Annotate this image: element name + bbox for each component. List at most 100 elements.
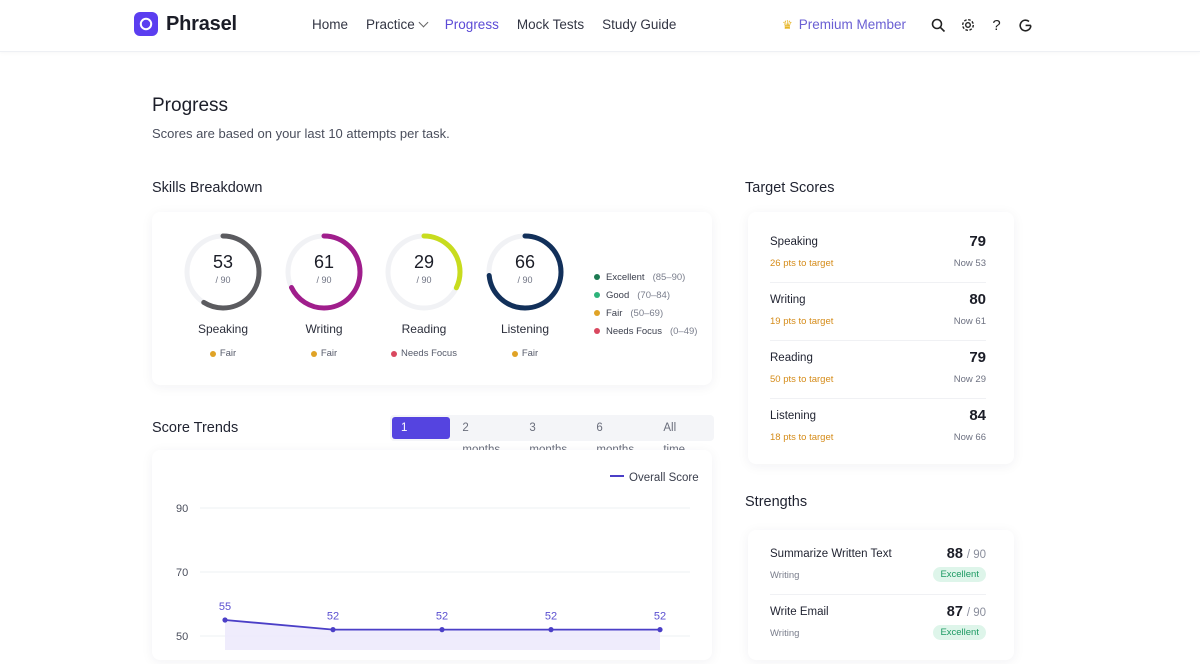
strength-score-max: / 90 — [966, 549, 986, 561]
strength-score-value: 87 — [946, 604, 963, 620]
target-skill-name: Writing — [770, 294, 806, 306]
skill-name: Reading — [401, 322, 447, 336]
time-range-tabs: 1 month 2 months 3 months 6 months All t… — [390, 415, 714, 456]
range-tab-2-months[interactable]: 2 months — [462, 422, 500, 456]
strength-category: Writing — [770, 628, 800, 639]
target-score: 79 — [969, 233, 986, 250]
data-label: 52 — [545, 611, 557, 623]
y-tick-label: 70 — [176, 567, 188, 579]
strength-row: Summarize Written Text Writing 88 / 90 E… — [770, 546, 986, 606]
brand-name: Phrasel — [166, 12, 237, 35]
skill-name: Listening — [500, 322, 550, 336]
skill-score: 29 — [413, 252, 435, 272]
range-tab-6-months[interactable]: 6 months — [596, 422, 634, 456]
divider — [770, 282, 986, 283]
skill-score-max: / 90 — [416, 275, 432, 285]
nav-item-study-guide[interactable]: Study Guide — [602, 17, 676, 32]
legend-dot — [594, 274, 600, 280]
target-skill-name: Listening — [770, 410, 817, 422]
legend-item-fair: Fair (50–69) — [594, 304, 697, 322]
divider — [770, 340, 986, 341]
data-point — [657, 627, 663, 633]
target-score: 80 — [969, 291, 986, 308]
strength-category: Writing — [770, 570, 800, 581]
skill-ring-reading[interactable]: 29 / 90 Reading Needs Focus — [382, 230, 466, 359]
target-scores-title: Target Scores — [745, 180, 835, 196]
excellent-badge: Excellent — [933, 567, 986, 582]
skill-ring-writing[interactable]: 61 / 90 Writing Fair — [282, 230, 366, 359]
search-icon[interactable] — [930, 15, 947, 35]
premium-label: Premium Member — [798, 17, 907, 32]
chevron-down-icon — [418, 17, 429, 28]
nav-item-mock-tests[interactable]: Mock Tests — [517, 17, 584, 32]
top-navigation-bar: Phrasel Home Practice Progress Mock Test… — [0, 0, 1200, 52]
score-trends-card: Overall Score 90 70 50 55 52 52 52 52 — [152, 450, 712, 660]
current-score: Now 53 — [953, 258, 986, 269]
legend-item-needs-focus: Needs Focus (0–49) — [594, 322, 697, 340]
premium-member-link[interactable]: ♛ Premium Member — [782, 17, 906, 32]
skill-score: 53 — [212, 252, 234, 272]
status-dot — [310, 350, 317, 357]
legend-label: Overall Score — [629, 472, 699, 484]
score-legend: Excellent (85–90) Good (70–84) Fair (50–69)… — [594, 268, 697, 340]
progress-ring — [285, 233, 363, 311]
page-title: Progress — [152, 95, 229, 116]
gear-icon[interactable] — [959, 15, 976, 35]
legend-range: (70–84) — [637, 289, 670, 301]
data-label: 52 — [327, 611, 339, 623]
legend-label: Fair — [606, 307, 623, 319]
strengths-title: Strengths — [745, 494, 808, 510]
target-points-remaining: 18 pts to target — [770, 432, 834, 443]
y-tick-label: 90 — [176, 503, 188, 515]
y-tick-label: 50 — [176, 631, 188, 643]
range-tab-3-months[interactable]: 3 months — [529, 422, 567, 456]
nav-item-home[interactable]: Home — [312, 17, 348, 32]
nav-label: Home — [312, 17, 349, 32]
skill-status: Needs Focus — [362, 348, 486, 359]
google-icon[interactable] — [1017, 15, 1034, 35]
skill-score: 66 — [514, 252, 536, 272]
skill-ring-speaking[interactable]: 53 / 90 Speaking Fair — [181, 230, 265, 359]
excellent-badge: Excellent — [933, 625, 986, 640]
strength-score: 87 / 90 — [947, 603, 986, 620]
help-icon[interactable]: ? — [992, 16, 1001, 34]
progress-ring — [486, 233, 564, 311]
skills-breakdown-title: Skills Breakdown — [152, 180, 263, 196]
skill-status-label: Fair — [320, 348, 338, 359]
target-row-reading: Reading 50 pts to target 79 Now 29 — [770, 349, 986, 410]
legend-range: (0–49) — [669, 325, 698, 337]
status-dot — [391, 350, 397, 357]
range-tab-1-month[interactable]: 1 month — [392, 417, 451, 456]
status-dot — [511, 350, 518, 357]
skill-name: Speaking — [197, 322, 249, 336]
skill-status: Fair — [161, 348, 285, 359]
current-score: Now 29 — [953, 374, 986, 385]
target-points-remaining: 50 pts to target — [770, 374, 834, 385]
nav-item-progress[interactable]: Progress — [445, 17, 499, 32]
skill-ring-listening[interactable]: 66 / 90 Listening Fair — [483, 230, 567, 359]
strength-score-max: / 90 — [966, 607, 986, 619]
target-row-writing: Writing 19 pts to target 80 Now 61 — [770, 291, 986, 352]
target-row-listening: Listening 18 pts to target 84 Now 66 — [770, 407, 986, 468]
legend-range: (85–90) — [652, 271, 686, 283]
progress-ring — [184, 233, 262, 311]
target-score: 84 — [969, 407, 986, 424]
data-point — [222, 617, 228, 623]
target-row-speaking: Speaking 26 pts to target 79 Now 53 — [770, 233, 986, 294]
target-score: 79 — [969, 349, 986, 366]
data-point — [548, 627, 554, 633]
skill-status: Fair — [262, 348, 386, 359]
skill-status-label: Fair — [219, 348, 237, 359]
skill-score-max: / 90 — [215, 275, 231, 285]
legend-dot — [594, 310, 600, 316]
nav-item-practice[interactable]: Practice — [366, 17, 429, 32]
legend-dot — [594, 292, 600, 298]
target-scores-card: Speaking 26 pts to target 79 Now 53 Writ… — [748, 212, 1014, 464]
crown-icon: ♛ — [782, 17, 793, 32]
nav-label: Practice — [366, 17, 415, 32]
skill-score-max: / 90 — [316, 275, 332, 285]
skill-score-max: / 90 — [517, 275, 533, 285]
skill-status: Fair — [463, 348, 587, 359]
range-tab-all-time[interactable]: All time — [663, 422, 685, 456]
brand-logo[interactable]: Phrasel — [134, 12, 237, 36]
